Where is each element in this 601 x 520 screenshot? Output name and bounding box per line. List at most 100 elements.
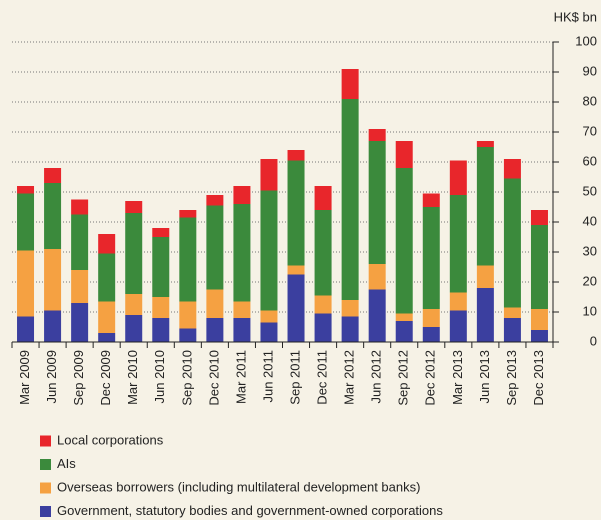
x-tick-label: Dec 2013 — [531, 350, 546, 406]
x-tick-label: Dec 2010 — [206, 350, 221, 406]
bar-segment — [422, 207, 440, 309]
bar-segment — [179, 210, 197, 218]
bar-segment — [287, 150, 305, 161]
x-tick-label: Jun 2010 — [152, 350, 167, 404]
x-tick-label: Dec 2011 — [315, 350, 330, 405]
bar-segment — [287, 160, 305, 266]
bar-segment — [71, 214, 89, 270]
bar-segment — [233, 204, 251, 302]
bar-segment — [341, 99, 359, 300]
bar-segment — [206, 205, 224, 290]
bar-segment — [314, 210, 332, 296]
x-tick-label: Sep 2013 — [504, 350, 519, 406]
bar-segment — [314, 186, 332, 210]
bar-segment — [152, 237, 170, 297]
legend-label: Overseas borrowers (including multilater… — [57, 479, 420, 494]
bar-segment — [179, 301, 197, 329]
legend-label: AIs — [57, 456, 76, 471]
bar-segment — [341, 316, 359, 342]
y-tick-label: 10 — [583, 303, 597, 318]
bar-segment — [125, 201, 143, 213]
bar-segment — [530, 210, 548, 225]
x-tick-label: Sep 2009 — [71, 350, 86, 406]
x-tick-label: Dec 2009 — [98, 350, 113, 406]
bar-segment — [503, 307, 521, 318]
bar-segment — [476, 147, 494, 266]
legend-swatch — [40, 482, 51, 494]
bar-segment — [341, 300, 359, 317]
x-tick-label: Mar 2011 — [233, 350, 248, 404]
bar-segment — [17, 316, 35, 342]
bar-segment — [152, 318, 170, 342]
bar-segment — [422, 193, 440, 207]
bar-segment — [530, 309, 548, 330]
bar-segment — [125, 294, 143, 315]
x-tick-label: Sep 2012 — [396, 350, 411, 406]
bar-segment — [179, 328, 197, 342]
y-tick-label: 50 — [583, 183, 597, 198]
bar-segment — [395, 321, 413, 342]
bar-segment — [206, 318, 224, 342]
bar-segment — [449, 310, 467, 342]
bar-segment — [503, 178, 521, 308]
bar-segment — [287, 265, 305, 275]
bar-segment — [422, 327, 440, 342]
bar-segment — [368, 129, 386, 141]
x-tick-label: Mar 2010 — [125, 350, 140, 405]
y-tick-label: 70 — [583, 123, 597, 138]
bar-segment — [260, 190, 278, 311]
bar-segment — [368, 141, 386, 264]
bar-segment — [125, 213, 143, 294]
bar-segment — [206, 289, 224, 318]
legend-label: Government, statutory bodies and governm… — [57, 503, 443, 518]
bar-segment — [206, 195, 224, 206]
bar-segment — [476, 288, 494, 342]
bar-segment — [530, 225, 548, 309]
bar-segment — [368, 264, 386, 290]
bar-segment — [71, 303, 89, 342]
bar-segment — [44, 249, 62, 311]
bar-segment — [233, 301, 251, 318]
legend-label: Local corporations — [57, 432, 164, 447]
x-tick-label: Mar 2013 — [450, 350, 465, 405]
bar-segment — [98, 333, 116, 342]
bar-segment — [449, 292, 467, 311]
bar-segment — [395, 141, 413, 168]
legend-swatch — [40, 435, 51, 447]
bar-segment — [476, 141, 494, 147]
y-tick-label: 80 — [583, 93, 597, 108]
bar-segment — [98, 234, 116, 254]
x-tick-label: Mar 2009 — [17, 350, 32, 405]
bar-segment — [260, 322, 278, 342]
legend-swatch — [40, 459, 51, 470]
x-tick-label: Mar 2012 — [342, 350, 357, 405]
bar-segment — [341, 69, 359, 99]
bar-segment — [17, 186, 35, 194]
bar-segment — [260, 159, 278, 191]
bar-segment — [287, 274, 305, 342]
bar-segment — [422, 309, 440, 327]
bar-segment — [449, 160, 467, 195]
bar-segment — [530, 330, 548, 342]
bar-segment — [449, 195, 467, 293]
x-tick-label: Sep 2011 — [287, 350, 302, 405]
x-tick-label: Sep 2010 — [179, 350, 194, 406]
bar-segment — [368, 289, 386, 342]
bar-segment — [17, 250, 35, 317]
bar-segment — [98, 253, 116, 302]
x-tick-label: Jun 2013 — [477, 350, 492, 404]
y-tick-label: 100 — [575, 33, 597, 48]
bar-segment — [17, 193, 35, 251]
bar-segment — [395, 168, 413, 314]
bar-segment — [44, 168, 62, 183]
bar-segment — [98, 301, 116, 333]
bar-segment — [503, 159, 521, 179]
bar-segment — [44, 183, 62, 249]
x-tick-label: Dec 2012 — [423, 350, 438, 406]
y-tick-label: 60 — [583, 153, 597, 168]
bar-segment — [314, 313, 332, 342]
y-unit: HK$ bn — [554, 9, 597, 24]
y-tick-label: 90 — [583, 63, 597, 78]
bar-segment — [44, 310, 62, 342]
legend-swatch — [40, 506, 51, 517]
